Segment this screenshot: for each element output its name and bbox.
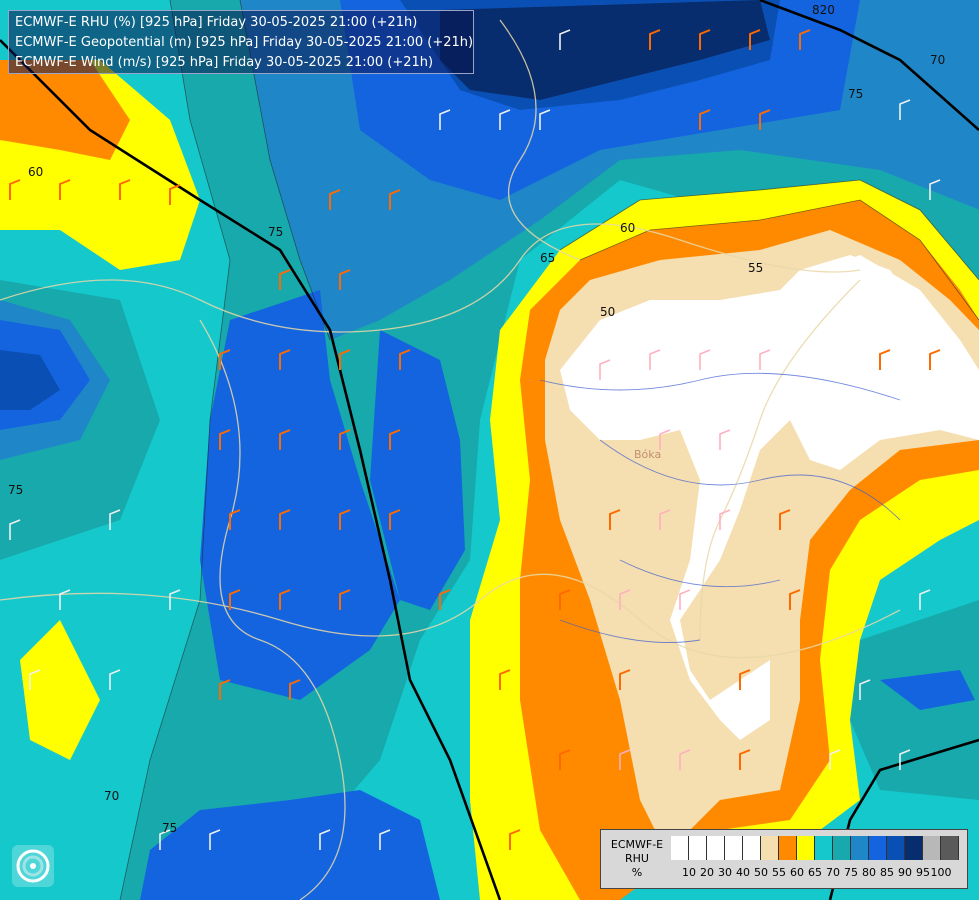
legend-tick-label: 90 xyxy=(898,866,912,879)
legend-swatches xyxy=(671,836,959,860)
legend-title: ECMWF-E RHU % xyxy=(610,838,664,879)
legend-swatch xyxy=(869,836,887,860)
legend-tick-label: 70 xyxy=(826,866,840,879)
legend-swatch xyxy=(707,836,725,860)
legend-tick-label: 50 xyxy=(754,866,768,879)
legend-tick-label: 55 xyxy=(772,866,786,879)
legend-swatch xyxy=(815,836,833,860)
contour-label-75: 75 xyxy=(848,87,863,101)
rhu-legend: ECMWF-E RHU % 10 20 30 40 50 55 60 65 70 75 80 85 90… xyxy=(600,829,968,889)
contour-label-65: 65 xyxy=(540,251,555,265)
legend-swatch xyxy=(887,836,905,860)
legend-swatch xyxy=(779,836,797,860)
legend-swatch xyxy=(905,836,923,860)
contour-label-55: 55 xyxy=(748,261,763,275)
legend-swatch xyxy=(833,836,851,860)
river-label: Bóka xyxy=(634,448,661,461)
legend-tick-label: 65 xyxy=(808,866,822,879)
legend-tick-label: 30 xyxy=(718,866,732,879)
header-line-rhu: ECMWF-E RHU (%) [925 hPa] Friday 30-05-2… xyxy=(15,15,418,30)
contour-label-70: 70 xyxy=(104,789,119,803)
legend-tick-label: 75 xyxy=(844,866,858,879)
legend-swatch xyxy=(797,836,815,860)
legend-tick-label: 60 xyxy=(790,866,804,879)
legend-tick-label: 95 xyxy=(916,866,930,879)
legend-swatch xyxy=(743,836,761,860)
legend-swatch xyxy=(941,836,959,860)
legend-swatch xyxy=(923,836,941,860)
header-line-wind: ECMWF-E Wind (m/s) [925 hPa] Friday 30-0… xyxy=(15,55,434,70)
legend-tick-label: 40 xyxy=(736,866,750,879)
map-header: ECMWF-E RHU (%) [925 hPa] Friday 30-05-2… xyxy=(8,10,474,74)
contour-label-50: 50 xyxy=(600,305,615,319)
ecmwf-logo-icon xyxy=(12,845,54,887)
legend-tick-label: 10 xyxy=(682,866,696,879)
contour-label-60: 60 xyxy=(28,165,43,179)
contour-label-75: 75 xyxy=(8,483,23,497)
legend-swatch xyxy=(761,836,779,860)
contour-label-70: 70 xyxy=(930,53,945,67)
header-line-geopotential: ECMWF-E Geopotential (m) [925 hPa] Frida… xyxy=(15,35,473,50)
contour-label-75: 75 xyxy=(268,225,283,239)
legend-tick-label: 80 xyxy=(862,866,876,879)
legend-tick-label: 20 xyxy=(700,866,714,879)
legend-swatch xyxy=(851,836,869,860)
legend-swatch xyxy=(725,836,743,860)
contour-label-820: 820 xyxy=(812,3,835,17)
legend-tick-label: 100 xyxy=(930,866,952,879)
contour-label-75: 75 xyxy=(162,821,177,835)
legend-swatch xyxy=(689,836,707,860)
legend-swatch xyxy=(671,836,689,860)
contour-label-60: 60 xyxy=(620,221,635,235)
legend-tick-label: 85 xyxy=(880,866,894,879)
